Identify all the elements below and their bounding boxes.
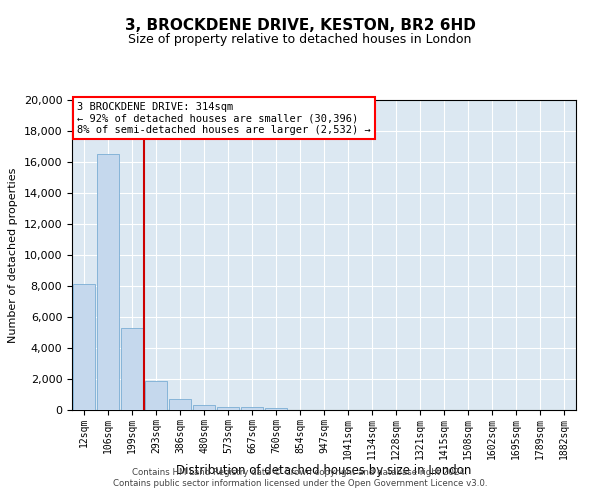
Bar: [265, 408, 287, 410]
Bar: [169, 399, 191, 410]
Text: 3, BROCKDENE DRIVE, KESTON, BR2 6HD: 3, BROCKDENE DRIVE, KESTON, BR2 6HD: [125, 18, 475, 32]
Bar: [97, 154, 119, 410]
Bar: [121, 328, 143, 410]
Bar: [241, 408, 263, 410]
Bar: [145, 382, 167, 410]
Text: 3 BROCKDENE DRIVE: 314sqm
← 92% of detached houses are smaller (30,396)
8% of se: 3 BROCKDENE DRIVE: 314sqm ← 92% of detac…: [77, 102, 371, 134]
Bar: [217, 406, 239, 410]
X-axis label: Distribution of detached houses by size in London: Distribution of detached houses by size …: [176, 464, 472, 477]
Y-axis label: Number of detached properties: Number of detached properties: [8, 168, 18, 342]
Text: Contains HM Land Registry data © Crown copyright and database right 2024.
Contai: Contains HM Land Registry data © Crown c…: [113, 468, 487, 487]
Bar: [193, 405, 215, 410]
Text: Size of property relative to detached houses in London: Size of property relative to detached ho…: [128, 32, 472, 46]
Bar: [73, 284, 95, 410]
